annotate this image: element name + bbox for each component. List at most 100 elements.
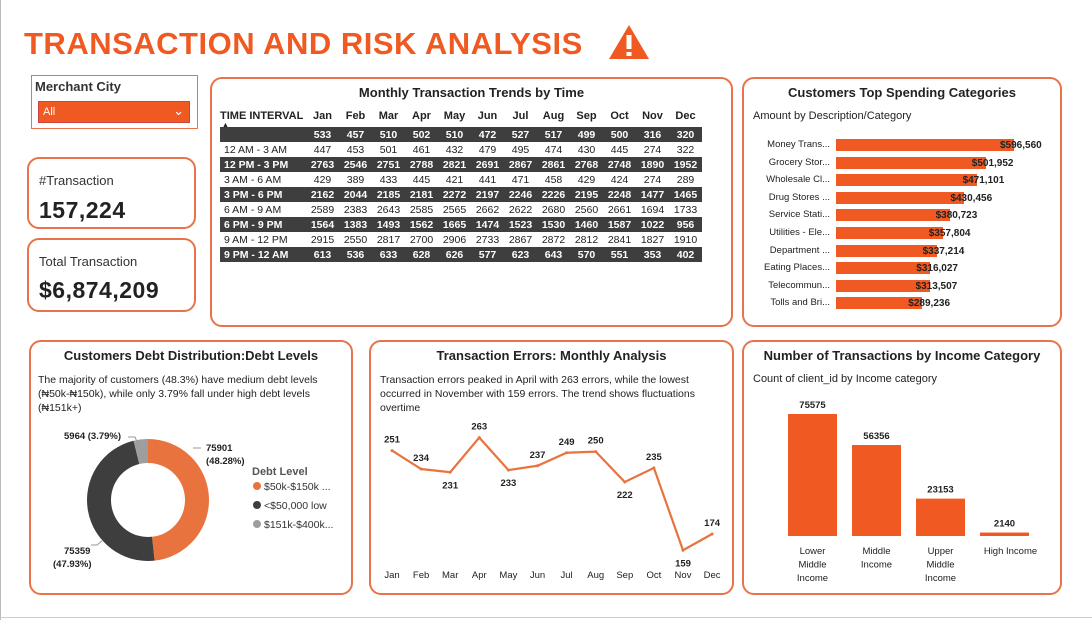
legend-title: Debt Level (252, 466, 308, 478)
chart-subtitle: Count of client_id by Income category (753, 373, 938, 385)
data-point (681, 548, 685, 552)
bar-value-label: 56356 (863, 431, 889, 442)
row-label: 6 AM - 9 AM (220, 202, 306, 217)
total-transaction-card: Total Transaction $6,874,209 (27, 238, 196, 312)
month-header[interactable]: Feb (345, 110, 366, 122)
data-point (448, 470, 452, 474)
table-cell: 274 (636, 142, 669, 157)
table-cell: 389 (339, 172, 372, 187)
x-tick-label: Dec (704, 570, 721, 581)
spending-bar[interactable] (836, 156, 986, 169)
data-point (536, 464, 539, 468)
table-cell: 536 (339, 247, 372, 262)
bar-category-label: Utilities - Ele... (769, 227, 830, 238)
x-tick-label: Jul (561, 570, 573, 581)
table-cell: 1564 (306, 217, 339, 232)
spending-bar[interactable] (836, 174, 977, 187)
sort-asc-icon: ▲ (222, 122, 229, 129)
spending-bar[interactable] (836, 262, 931, 275)
month-header[interactable]: Aug (542, 110, 565, 122)
slice-label: 75901 (206, 443, 233, 454)
table-cell: 2821 (438, 157, 471, 172)
table-cell: 316 (636, 127, 669, 142)
table-cell: 1474 (471, 217, 504, 232)
slice-label: (47.93%) (53, 559, 92, 570)
month-header[interactable]: Sep (576, 110, 597, 122)
spending-bar[interactable] (836, 209, 950, 222)
data-label: 222 (617, 490, 633, 501)
table-cell: 479 (471, 142, 504, 157)
data-point (477, 436, 481, 440)
month-header[interactable]: Nov (642, 110, 663, 122)
table-cell: 2748 (603, 157, 636, 172)
table-cell: 2700 (405, 232, 438, 247)
table-cell: 533 (306, 127, 339, 142)
spending-bar[interactable] (836, 191, 965, 204)
spending-categories-card: Customers Top Spending Categories Amount… (742, 77, 1062, 327)
table-cell: 474 (537, 142, 570, 157)
card-title: Monthly Transaction Trends by Time (358, 85, 585, 100)
bar-category-label: Drug Stores ... (768, 191, 830, 203)
table-cell: 353 (636, 247, 669, 262)
x-category-label: Middle (863, 546, 891, 557)
table-row: 9 AM - 12 PM 2915 2550 2817 2700 2906 2733 2867… (220, 232, 702, 247)
month-header[interactable]: Jun (477, 110, 498, 122)
bar-value-label: $501,952 (971, 157, 1014, 169)
table-cell: 2550 (339, 232, 372, 247)
table-cell: 2195 (570, 187, 603, 202)
month-header[interactable]: Jan (313, 110, 332, 122)
spending-bar[interactable] (836, 244, 937, 257)
table-cell: 2546 (339, 157, 372, 172)
card-title: Transaction Errors: Monthly Analysis (436, 348, 667, 363)
table-cell: 2622 (504, 202, 537, 217)
table-cell: 1022 (636, 217, 669, 232)
merchant-city-slicer: Merchant City All ⌄ (31, 75, 198, 129)
table-cell: 1460 (570, 217, 603, 232)
table-cell: 2560 (570, 202, 603, 217)
month-header[interactable]: Oct (610, 110, 629, 122)
bar-value-label: $596,560 (1000, 140, 1042, 151)
spending-bar[interactable] (836, 139, 1014, 151)
table-cell: 2817 (372, 232, 405, 247)
data-point (710, 532, 714, 536)
bar-category-label: Money Trans... (767, 139, 830, 150)
x-category-label: Upper (928, 546, 954, 557)
card-title: Number of Transactions by Income Categor… (763, 348, 1041, 363)
month-header[interactable]: Dec (675, 110, 696, 122)
legend-marker (253, 501, 261, 509)
x-tick-label: Nov (675, 570, 692, 581)
table-cell: 628 (405, 247, 438, 262)
data-label: 174 (704, 518, 721, 529)
spending-bar[interactable] (836, 227, 943, 239)
merchant-city-dropdown[interactable]: All ⌄ (38, 101, 190, 123)
bar-value-label: 23153 (927, 485, 953, 496)
errors-description: Transaction errors peaked in April with … (380, 374, 695, 414)
x-category-label: Income (797, 573, 828, 584)
time-interval-header[interactable]: TIME INTERVAL ▲ (220, 105, 306, 129)
month-header[interactable]: Jul (512, 110, 529, 122)
warning-icon (609, 25, 649, 59)
table-cell: 322 (669, 142, 702, 157)
month-header[interactable]: Apr (412, 110, 431, 122)
spending-bar-chart: Money Trans... $596,560 Grocery Stor... $50… (744, 79, 1060, 325)
errors-line-chart: 251 Jan 234 Feb 231 Mar 263 Apr 233 May 237 Jun 249 J… (384, 422, 721, 581)
spending-bar[interactable] (836, 279, 930, 292)
table-cell: 1587 (603, 217, 636, 232)
x-tick-label: Jun (530, 570, 545, 581)
row-label: 6 PM - 9 PM (220, 217, 306, 232)
card-title: Customers Top Spending Categories (787, 85, 1016, 100)
table-row: 6 AM - 9 AM 2589 2383 2643 2585 2565 2662 2622 2… (220, 202, 702, 217)
data-label: 251 (384, 435, 401, 446)
spending-bar[interactable] (836, 297, 923, 310)
bar-category-label: Wholesale Cl... (766, 174, 830, 186)
table-cell: 1952 (669, 157, 702, 172)
bar-category-label: Tolls and Bri... (770, 297, 830, 309)
income-bar (852, 445, 901, 536)
month-header[interactable]: May (443, 110, 466, 122)
slice-label: 5964 (3.79%) (64, 431, 121, 442)
x-category-label: Income (861, 560, 892, 571)
table-cell: 2661 (603, 202, 636, 217)
legend-item: <$50,000 low (264, 500, 327, 512)
month-header[interactable]: Mar (378, 110, 399, 122)
table-cell: 623 (504, 247, 537, 262)
